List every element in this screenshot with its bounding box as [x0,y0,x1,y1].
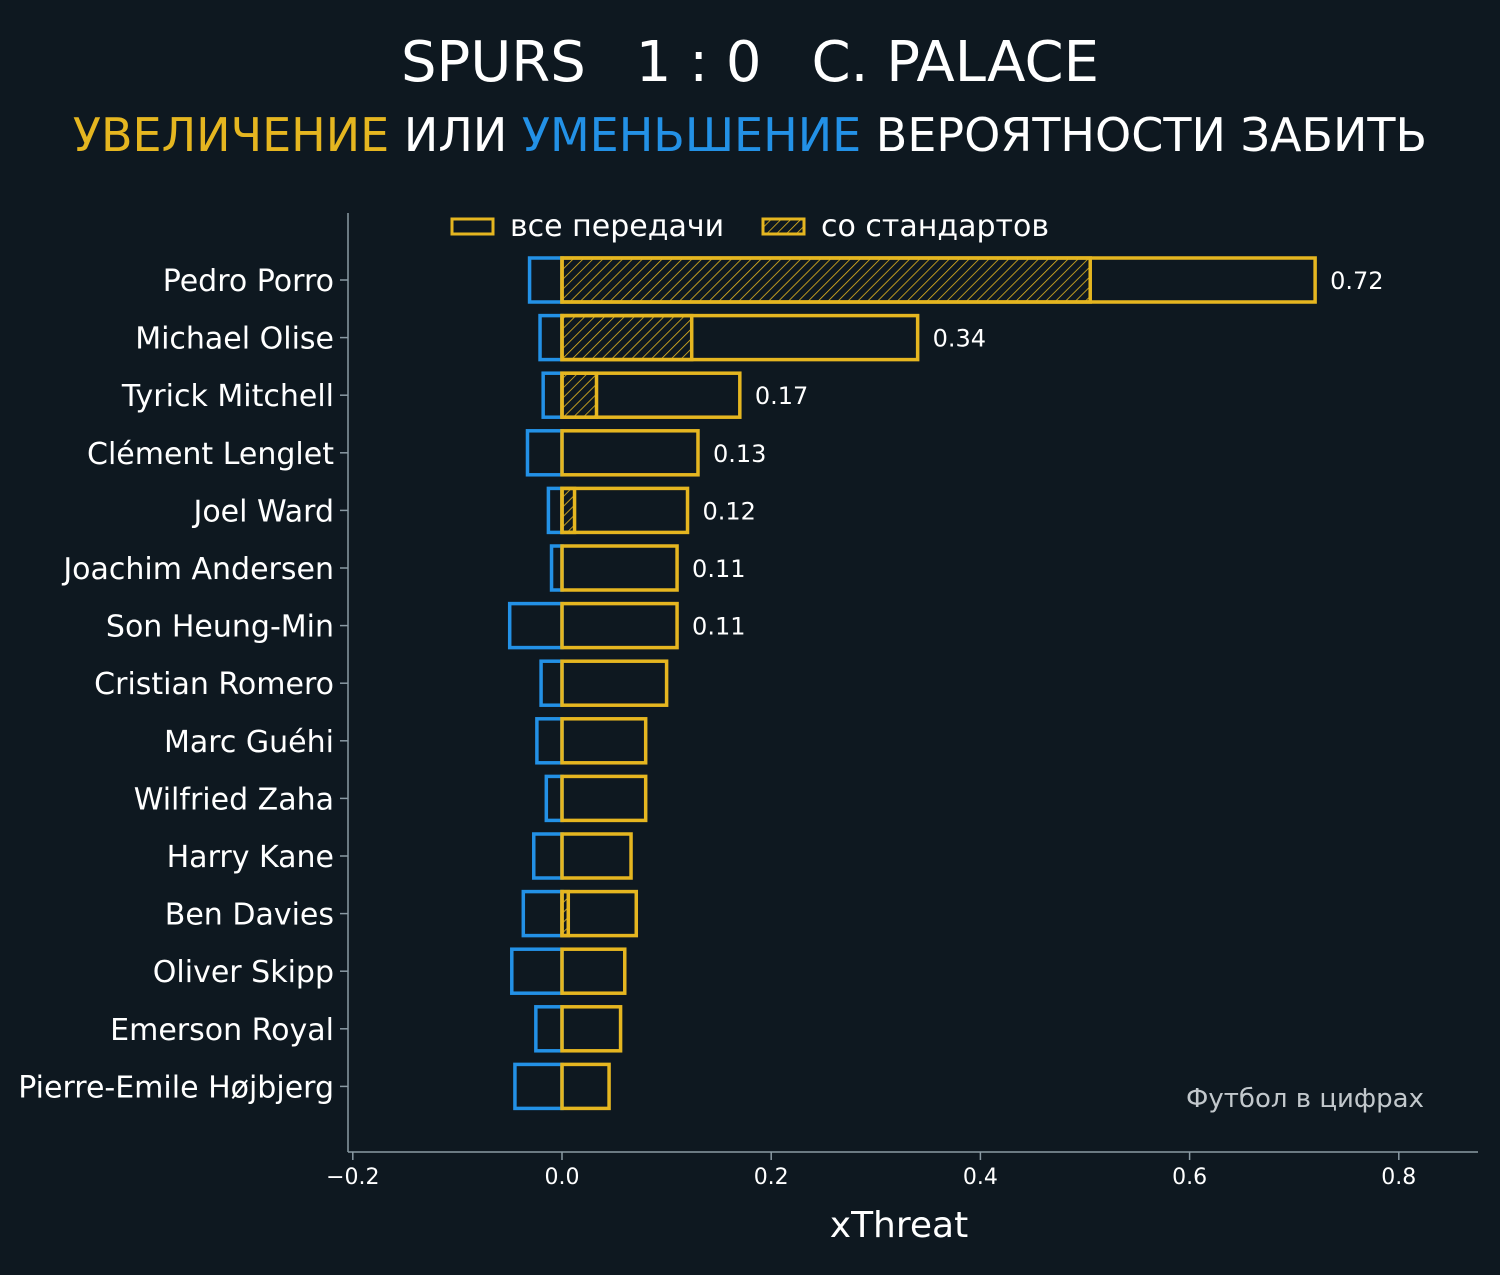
bar-value-label: 0.12 [703,497,756,525]
x-tick-label: −0.2 [326,1165,379,1190]
decrease-bar [535,717,564,765]
decrease-bar [527,256,564,304]
watermark-text: Футбол в цифрах [1186,1084,1424,1114]
decrease-bar [532,832,564,880]
all-passes-bar [560,601,679,650]
all-passes-bar [560,256,1317,304]
set-piece-bar [560,256,1092,304]
x-axis-label: xThreat [830,1205,968,1246]
player-name-label: Emerson Royal [110,1013,334,1048]
x-tick-label: 0.8 [1381,1165,1416,1190]
decrease-bar [538,313,564,362]
subtitle-increase: УВЕЛИЧЕНИЕ [72,108,390,162]
x-tick-label: 0.4 [963,1165,998,1190]
player-name-label: Son Heung-Min [106,610,334,645]
decrease-bar [541,371,564,419]
all-passes-bar [560,371,742,419]
player-name-label: Oliver Skipp [153,955,334,990]
player-name-label: Ben Davies [165,898,334,933]
set-piece-bar [560,371,599,419]
bar-value-label: 0.11 [692,555,745,583]
chart-bars: 0.72 0.34 0.17 0.13 0.12 0.11 0.11 [507,256,1384,1111]
player-name-label: Cristian Romero [94,667,334,702]
bar-value-label: 0.72 [1330,267,1383,295]
decrease-bar [546,486,564,535]
decrease-bar [544,774,564,823]
all-passes-bar [560,1005,623,1053]
x-tick-label: 0.0 [545,1165,580,1190]
player-name-label: Wilfried Zaha [134,782,334,817]
player-name-label: Harry Kane [167,840,334,875]
bar-value-label: 0.17 [755,382,808,410]
all-passes-bar [560,889,639,938]
subtitle-or: ИЛИ [403,108,508,162]
player-name-label: Clément Lenglet [87,437,334,472]
all-passes-bar [560,774,648,823]
all-passes-bar [560,659,669,707]
away-team: C. PALACE [811,30,1100,95]
player-name-label: Joel Ward [191,494,334,529]
decrease-bar [534,1005,564,1053]
match-title: SPURS 1 : 0 C. PALACE [0,30,1500,95]
player-name-label: Michael Olise [135,322,334,357]
player-name-label: Pierre-Emile Højbjerg [18,1070,334,1105]
subtitle-rest: ВЕРОЯТНОСТИ ЗАБИТЬ [875,108,1428,162]
all-passes-bar [560,429,700,477]
player-name-label: Pedro Porro [163,264,334,299]
all-passes-bar [560,313,920,362]
decrease-bar [521,889,564,938]
player-name-label: Tyrick Mitchell [121,379,334,414]
bar-value-label: 0.11 [692,613,745,641]
set-piece-bar [560,486,577,535]
home-team: SPURS [401,30,586,95]
bar-value-label: 0.13 [713,440,766,468]
all-passes-bar [560,1062,611,1111]
decrease-bar [513,1062,564,1111]
x-tick-label: 0.2 [754,1165,789,1190]
legend-swatch-set-pieces [761,217,806,236]
chart-axes: −0.2 0.0 0.2 0.4 0.6 0.8 Pedro Porro Michael Ol… [18,213,1478,1190]
player-name-label: Marc Guéhi [164,725,334,760]
legend-label-set-pieces: со стандартов [821,209,1049,244]
set-piece-bar [560,313,694,362]
chart-subtitle: УВЕЛИЧЕНИЕ ИЛИ УМЕНЬШЕНИЕ ВЕРОЯТНОСТИ ЗА… [0,108,1500,162]
legend-label-all-passes: все передачи [510,209,724,244]
all-passes-bar [560,544,679,592]
legend-swatch-all-passes [450,217,495,236]
decrease-bar [507,601,564,650]
decrease-bar [525,429,564,477]
all-passes-bar [560,486,690,535]
bar-value-label: 0.34 [933,325,986,353]
subtitle-decrease: УМЕНЬШЕНИЕ [521,108,862,162]
match-score: 1 : 0 [635,30,762,95]
all-passes-bar [560,947,627,995]
chart-legend: все передачи со стандартов [450,209,1049,244]
x-tick-label: 0.6 [1172,1165,1207,1190]
all-passes-bar [560,717,648,765]
decrease-bar [510,947,564,995]
decrease-bar [539,659,564,707]
player-name-label: Joachim Andersen [61,552,334,587]
all-passes-bar [560,832,633,880]
